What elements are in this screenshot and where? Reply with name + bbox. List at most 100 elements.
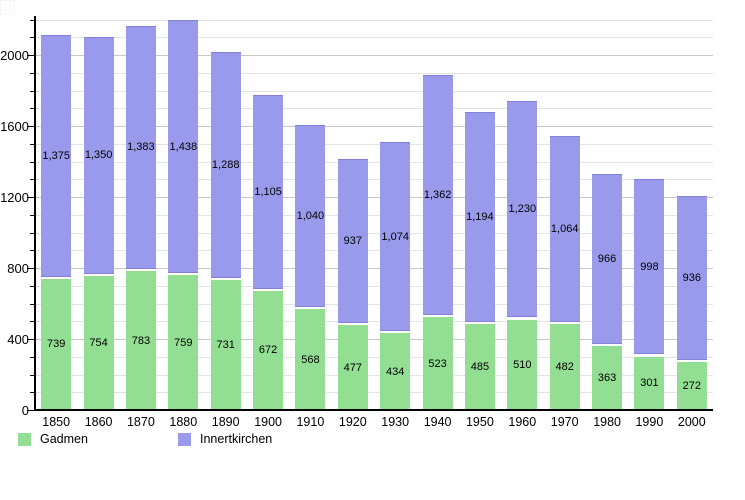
gridline-minor	[35, 37, 713, 39]
y-tick-minor	[30, 37, 34, 39]
bar-segment-gadmen-1990	[634, 356, 665, 410]
value-label-innertkirchen-1900: 1,105	[254, 185, 282, 198]
value-label-gadmen-1920: 477	[343, 361, 362, 374]
y-tick-minor	[30, 250, 34, 252]
y-tick-major	[27, 197, 34, 198]
gridline-major	[35, 55, 713, 56]
x-axis-label-2000: 2000	[677, 415, 706, 429]
x-axis-label-1970: 1970	[550, 415, 579, 429]
value-label-gadmen-1890: 731	[216, 339, 235, 352]
y-axis-label-0: 0	[21, 402, 29, 418]
bar-segment-innertkirchen-1890	[210, 51, 241, 279]
value-label-gadmen-1860: 754	[89, 337, 108, 350]
x-axis-label-1880: 1880	[169, 415, 198, 429]
value-label-innertkirchen-1890: 1,288	[211, 158, 240, 171]
x-axis-label-1960: 1960	[508, 415, 537, 429]
x-axis-label-1910: 1910	[296, 415, 325, 429]
x-axis-label-1870: 1870	[126, 415, 155, 429]
gridline-minor	[35, 143, 713, 145]
y-tick-minor	[30, 179, 34, 181]
value-label-gadmen-1930: 434	[386, 365, 405, 378]
value-label-gadmen-1900: 672	[258, 344, 278, 357]
gridline-minor	[35, 90, 713, 92]
bar-segment-innertkirchen-1960	[507, 101, 538, 318]
bar-segment-gadmen-1970	[549, 324, 580, 410]
value-label-innertkirchen-1940: 1,362	[423, 189, 452, 202]
y-tick-minor	[30, 19, 34, 21]
bar-segment-innertkirchen-1930	[380, 142, 411, 331]
value-label-innertkirchen-1990: 998	[640, 261, 659, 273]
gridline-minor	[35, 161, 713, 163]
legend-swatch-innertkirchen	[178, 433, 191, 446]
gridline-major	[35, 268, 713, 269]
value-label-innertkirchen-1960: 1,230	[508, 203, 537, 216]
gridline-minor	[35, 303, 713, 305]
bar-segment-gadmen-1890	[210, 280, 241, 410]
y-tick-minor	[30, 161, 34, 163]
value-label-gadmen-1940: 523	[428, 357, 447, 370]
gridline-minor	[35, 374, 713, 376]
bar-segment-innertkirchen-1910	[295, 124, 326, 308]
value-label-gadmen-1960: 510	[513, 358, 532, 371]
x-axis-label-1980: 1980	[593, 415, 621, 429]
bar-segment-gadmen-1910	[295, 309, 326, 410]
x-axis-label-1860: 1860	[84, 415, 113, 429]
legend-swatch-gadmen	[18, 433, 31, 446]
bar-segment-gadmen-1950	[464, 323, 495, 410]
x-axis-label-1890: 1890	[211, 415, 240, 429]
value-label-gadmen-1850: 739	[47, 338, 66, 351]
gridline-minor	[35, 356, 713, 358]
gridline-minor	[35, 72, 713, 74]
value-label-gadmen-1870: 783	[131, 334, 151, 347]
y-tick-major	[27, 339, 34, 340]
value-label-gadmen-2000: 272	[682, 379, 701, 392]
bar-segment-innertkirchen-1950	[464, 112, 495, 322]
y-tick-minor	[30, 321, 34, 323]
y-tick-major	[27, 126, 34, 127]
gridline-minor	[35, 214, 713, 216]
y-tick-minor	[30, 90, 34, 92]
bar-segment-innertkirchen-1920	[337, 159, 368, 324]
y-axis-label-1200: 1200	[0, 189, 29, 205]
x-axis-label-1930: 1930	[381, 415, 410, 429]
corner-artifact-box	[0, 0, 15, 15]
y-tick-minor	[30, 143, 34, 145]
bar-segment-gadmen-1920	[337, 325, 368, 410]
y-axis-label-400: 400	[7, 331, 29, 347]
x-axis-label-1900: 1900	[254, 415, 282, 429]
gridline-minor	[35, 285, 713, 287]
bar-segment-gadmen-1870	[125, 271, 156, 410]
bar-segment-innertkirchen-2000	[676, 195, 707, 360]
bar-segment-gadmen-1930	[380, 333, 411, 410]
y-tick-minor	[30, 303, 34, 305]
y-tick-minor	[30, 374, 34, 376]
y-tick-minor	[30, 392, 34, 394]
bar-segment-innertkirchen-1900	[253, 94, 284, 289]
y-tick-minor	[30, 214, 34, 216]
gridline-minor	[35, 19, 713, 21]
value-label-gadmen-1950: 485	[470, 361, 490, 373]
value-label-gadmen-1880: 759	[174, 336, 193, 349]
bar-segment-gadmen-1980	[592, 345, 623, 410]
y-tick-minor	[30, 285, 34, 287]
bar-segment-innertkirchen-1850	[41, 34, 72, 277]
y-axis-label-800: 800	[7, 260, 29, 276]
bar-segment-innertkirchen-1940	[422, 75, 453, 316]
bar-segment-gadmen-1860	[83, 276, 114, 410]
value-label-gadmen-1970: 482	[555, 361, 574, 374]
x-axis-line	[34, 409, 713, 411]
bar-segment-gadmen-1850	[41, 278, 72, 410]
value-label-innertkirchen-1910: 1,040	[296, 209, 325, 222]
y-tick-major	[27, 55, 34, 56]
bar-segment-gadmen-1880	[168, 275, 199, 410]
bar-segment-gadmen-2000	[676, 361, 707, 410]
value-label-innertkirchen-1920: 937	[343, 235, 362, 248]
x-axis-label-1990: 1990	[635, 415, 664, 429]
y-tick-minor	[30, 108, 34, 110]
y-tick-minor	[30, 232, 34, 234]
bar-segment-innertkirchen-1880	[168, 20, 199, 274]
y-tick-minor	[30, 356, 34, 358]
gridline-major	[35, 197, 713, 198]
value-label-gadmen-1980: 363	[597, 371, 617, 384]
